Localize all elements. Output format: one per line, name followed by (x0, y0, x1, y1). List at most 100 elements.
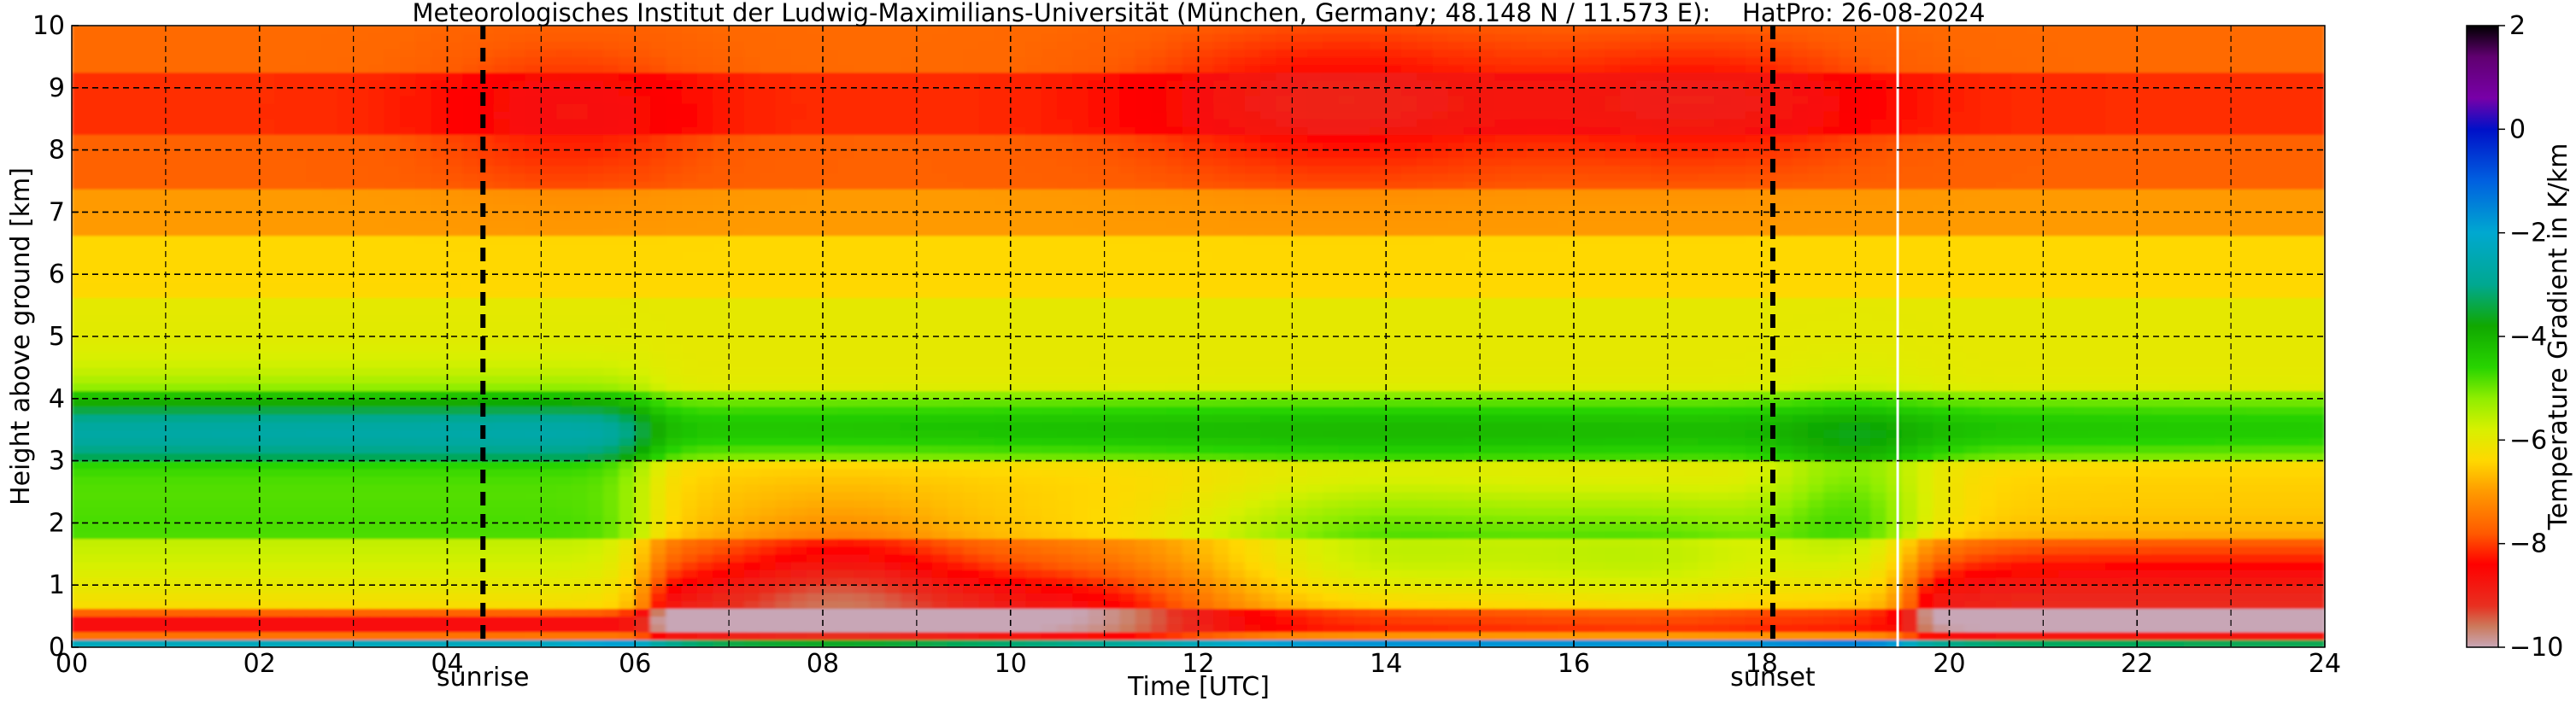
heatmap-cell (462, 476, 479, 485)
heatmap-cell (384, 32, 402, 42)
heatmap-cell (306, 522, 323, 532)
heatmap-cell (556, 506, 573, 516)
heatmap-cell (399, 639, 417, 647)
heatmap-cell (743, 491, 761, 500)
heatmap-cell (572, 468, 589, 477)
heatmap-cell (180, 172, 198, 182)
heatmap-cell (321, 227, 338, 237)
heatmap-cell (916, 95, 933, 104)
heatmap-cell (478, 180, 496, 190)
heatmap-cell (165, 584, 182, 593)
heatmap-cell (478, 359, 496, 368)
heatmap-cell (290, 383, 308, 392)
heatmap-cell (666, 413, 683, 423)
heatmap-cell (478, 538, 496, 547)
heatmap-cell (525, 203, 542, 213)
heatmap-cell (994, 235, 1012, 244)
heatmap-cell (666, 180, 683, 190)
heatmap-cell (446, 32, 464, 42)
heatmap-cell (696, 141, 714, 151)
heatmap-cell (1010, 436, 1027, 446)
heatmap-cell (509, 196, 526, 205)
heatmap-cell (713, 219, 730, 229)
heatmap-cell (259, 359, 276, 368)
heatmap-cell (696, 398, 714, 407)
heatmap-cell (509, 165, 526, 174)
heatmap-cell (290, 599, 308, 610)
heatmap-cell (916, 476, 933, 485)
heatmap-cell (947, 79, 965, 89)
heatmap-cell (900, 102, 918, 112)
heatmap-cell (666, 390, 683, 400)
heatmap-cell (947, 95, 965, 104)
heatmap-cell (775, 40, 792, 50)
heatmap-cell (963, 250, 980, 260)
heatmap-cell (619, 211, 636, 221)
heatmap-cell (227, 320, 245, 330)
heatmap-cell (556, 359, 573, 368)
heatmap-cell (775, 157, 792, 167)
heatmap-cell (399, 398, 417, 407)
heatmap-cell (525, 398, 542, 407)
heatmap-cell (337, 468, 355, 477)
heatmap-cell (337, 343, 355, 353)
heatmap-cell (118, 26, 135, 34)
heatmap-cell (431, 406, 449, 415)
heatmap-cell (353, 273, 370, 283)
heatmap-cell (790, 631, 808, 640)
heatmap-cell (760, 95, 777, 104)
heatmap-cell (353, 102, 370, 112)
heatmap-cell (540, 383, 558, 392)
heatmap-cell (384, 126, 402, 135)
heatmap-cell (931, 79, 949, 89)
heatmap-cell (431, 639, 449, 647)
heatmap-cell (86, 126, 104, 135)
heatmap-cell (525, 48, 542, 57)
heatmap-cell (103, 79, 120, 89)
heatmap-cell (196, 273, 214, 283)
heatmap-cell (368, 592, 385, 601)
heatmap-cell (133, 506, 151, 516)
heatmap-cell (728, 468, 746, 477)
heatmap-cell (728, 56, 746, 66)
heatmap-cell (368, 118, 385, 127)
heatmap-cell (619, 235, 636, 244)
heatmap-cell (196, 506, 214, 516)
heatmap-cell (681, 607, 699, 617)
heatmap-cell (807, 561, 824, 570)
heatmap-cell (306, 529, 323, 540)
heatmap-cell (931, 436, 949, 446)
heatmap-cell (760, 499, 777, 508)
heatmap-cell (854, 26, 871, 34)
heatmap-cell (603, 79, 620, 89)
heatmap-cell (462, 273, 479, 283)
heatmap-cell (321, 390, 338, 400)
heatmap-cell (259, 56, 276, 66)
heatmap-cell (587, 599, 605, 610)
heatmap-cell (713, 165, 730, 174)
heatmap-cell (931, 48, 949, 57)
heatmap-cell (180, 56, 198, 66)
heatmap-cell (399, 266, 417, 275)
heatmap-cell (509, 359, 526, 368)
heatmap-cell (525, 374, 542, 384)
heatmap-cell (431, 63, 449, 73)
heatmap-cell (587, 289, 605, 299)
heatmap-cell (212, 406, 229, 415)
heatmap-cell (540, 460, 558, 470)
heatmap-cell (431, 227, 449, 237)
heatmap-cell (196, 126, 214, 135)
heatmap-cell (462, 56, 479, 66)
heatmap-cell (337, 87, 355, 96)
heatmap-cell (556, 444, 573, 454)
heatmap-cell (165, 188, 182, 197)
heatmap-cell (274, 639, 291, 647)
heatmap-cell (118, 102, 135, 112)
heatmap-cell (227, 444, 245, 454)
heatmap-cell (963, 359, 980, 368)
heatmap-cell (572, 266, 589, 275)
heatmap-cell (337, 483, 355, 493)
heatmap-cell (869, 289, 886, 299)
heatmap-cell (274, 32, 291, 42)
heatmap-cell (525, 165, 542, 174)
